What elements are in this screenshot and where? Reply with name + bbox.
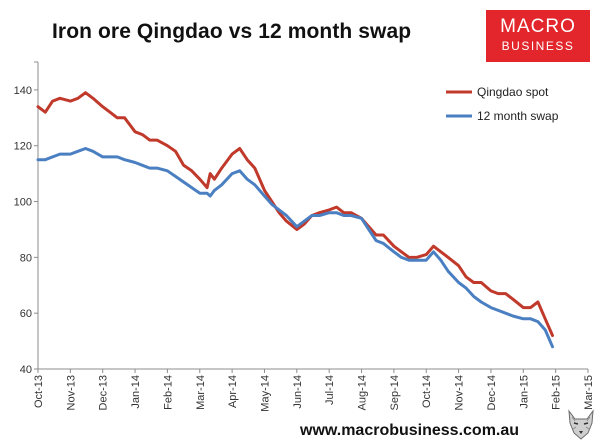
y-tick-label: 40: [20, 364, 32, 376]
x-tick-label: Jun-14: [292, 375, 304, 409]
series-line-qingdao-spot: [36, 91, 554, 337]
x-tick-label: Dec-13: [98, 375, 110, 410]
legend-label: 12 month swap: [477, 109, 559, 123]
y-tick-label: 120: [14, 141, 32, 153]
wolf-mascot-icon: [568, 409, 594, 440]
x-tick-label: Jul-14: [324, 375, 336, 405]
x-tick-label: Jan-15: [518, 375, 530, 409]
x-tick-label: Feb-14: [162, 375, 174, 410]
y-tick-label: 100: [14, 197, 32, 209]
chart-legend: Qingdao spot 12 month swap: [446, 85, 559, 123]
x-tick-label: Dec-14: [486, 375, 498, 410]
x-tick-label: May-14: [259, 375, 271, 412]
x-tick-label: Oct-13: [33, 375, 45, 408]
x-tick-label: Nov-14: [454, 375, 466, 410]
logo-line-1: MACRO: [500, 16, 576, 37]
x-tick-label: Oct-14: [421, 375, 433, 408]
chart-title: Iron ore Qingdao vs 12 month swap: [52, 20, 412, 43]
series-line-12-month-swap: [36, 147, 554, 349]
chart-axes: 40 60 80 100 120 140 Oct-13 Nov-13 Dec-13 Jan-14 F…: [14, 61, 595, 412]
x-tick-label: Jan-14: [130, 375, 142, 409]
macrobusiness-logo: MACRO BUSINESS: [486, 10, 590, 62]
logo-line-2: BUSINESS: [501, 39, 575, 53]
footer-url: www.macrobusiness.com.au: [300, 422, 520, 439]
x-tick-label: Nov-13: [65, 375, 77, 410]
y-tick-label: 60: [20, 308, 32, 320]
x-tick-label: Mar-15: [583, 375, 595, 410]
x-tick-label: Mar-14: [195, 375, 207, 410]
x-tick-label: Feb-15: [551, 375, 563, 410]
x-tick-label: Apr-14: [227, 375, 239, 408]
y-tick-label: 140: [14, 85, 32, 97]
y-tick-label: 80: [20, 252, 32, 264]
x-tick-label: Sep-14: [389, 375, 401, 410]
x-tick-label: Aug-14: [357, 375, 369, 410]
legend-label: Qingdao spot: [477, 85, 549, 99]
chart-series: [36, 91, 554, 349]
